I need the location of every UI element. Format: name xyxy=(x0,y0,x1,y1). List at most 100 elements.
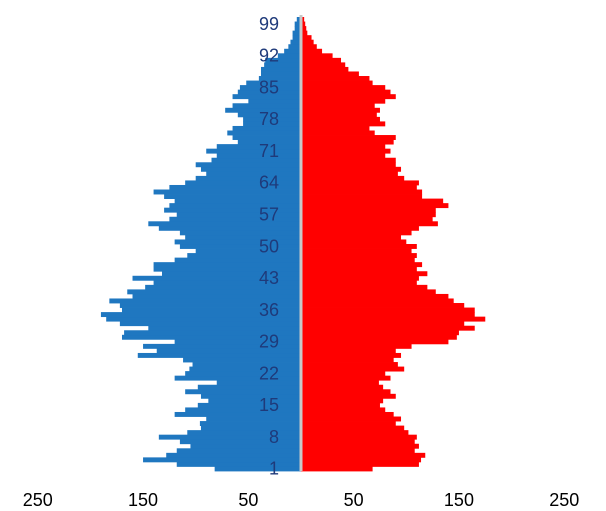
bar-right-age-88 xyxy=(301,71,359,77)
bar-left-age-57 xyxy=(176,212,301,218)
bar-right-age-47 xyxy=(301,257,415,263)
bar-right-age-81 xyxy=(301,103,375,109)
bar-right-age-24 xyxy=(301,362,398,367)
bar-right-age-10 xyxy=(301,425,405,431)
bar-right-age-12 xyxy=(301,416,402,422)
bar-right-age-80 xyxy=(301,107,380,113)
bar-left-age-39 xyxy=(132,293,301,299)
bar-right-age-33 xyxy=(301,321,465,327)
age-tick-label: 71 xyxy=(259,141,279,161)
bar-left-age-18 xyxy=(185,389,301,395)
bar-left-age-67 xyxy=(200,166,301,172)
bar-right-age-83 xyxy=(301,94,396,100)
bar-right-age-64 xyxy=(301,180,419,186)
bar-right-age-84 xyxy=(301,89,391,95)
bar-left-age-72 xyxy=(216,144,301,150)
bar-left-age-65 xyxy=(195,175,301,181)
age-tick-label: 1 xyxy=(269,459,279,479)
bar-right-age-50 xyxy=(301,244,417,249)
bar-right-age-86 xyxy=(301,80,373,86)
x-tick-label: 250 xyxy=(549,490,579,510)
bar-right-age-59 xyxy=(301,203,449,209)
center-axis-line xyxy=(299,15,303,471)
bar-right-age-46 xyxy=(301,262,423,268)
bar-left-age-3 xyxy=(143,457,301,463)
bar-left-age-62 xyxy=(153,189,301,195)
bar-left-age-92 xyxy=(277,53,301,59)
bar-right-age-20 xyxy=(301,380,379,386)
bar-right-age-44 xyxy=(301,271,428,277)
bar-right-age-93 xyxy=(301,48,323,54)
bar-left-age-31 xyxy=(124,330,301,336)
bar-left-age-33 xyxy=(119,321,301,327)
bar-right-age-77 xyxy=(301,121,386,127)
bar-right-age-92 xyxy=(301,53,333,59)
bar-left-age-5 xyxy=(176,448,301,454)
bar-right-age-27 xyxy=(301,348,396,354)
bar-right-age-49 xyxy=(301,248,412,254)
bar-right-age-43 xyxy=(301,275,419,281)
bar-left-age-38 xyxy=(109,298,301,304)
bar-right-age-65 xyxy=(301,175,405,181)
bar-right-age-22 xyxy=(301,371,386,377)
age-tick-labels: 1 8 15 22 29 36 43 50 57 64 71 78 85 92 99 xyxy=(259,14,279,479)
bar-right-age-100 xyxy=(301,17,305,22)
bar-left-age-20 xyxy=(216,380,301,386)
bar-right-age-5 xyxy=(301,448,415,454)
bar-left-age-7 xyxy=(179,439,301,445)
bar-right-age-94 xyxy=(301,44,317,50)
bar-left-age-2 xyxy=(176,461,301,467)
bar-left-age-10 xyxy=(200,425,301,431)
bar-right-age-51 xyxy=(301,239,407,245)
bar-right-age-76 xyxy=(301,125,370,131)
bar-right-age-23 xyxy=(301,366,405,372)
bar-left-age-61 xyxy=(164,194,301,199)
bar-left-age-66 xyxy=(206,171,301,177)
x-tick-labels: 250 150 50 50 150 250 xyxy=(23,490,580,510)
bar-left-age-43 xyxy=(132,275,301,281)
bar-left-age-93 xyxy=(284,48,301,54)
bar-right-age-67 xyxy=(301,166,402,172)
age-tick-label: 15 xyxy=(259,395,279,415)
bar-left-age-23 xyxy=(189,366,301,372)
age-tick-label: 78 xyxy=(259,109,279,129)
bar-right-age-30 xyxy=(301,334,457,340)
bar-right-age-45 xyxy=(301,266,417,272)
bar-left-age-19 xyxy=(197,384,301,390)
bar-left-age-34 xyxy=(106,316,301,322)
bar-left-age-74 xyxy=(232,135,301,140)
bar-left-age-91 xyxy=(265,57,301,63)
bar-left-age-56 xyxy=(169,216,302,222)
bar-right-age-18 xyxy=(301,389,391,395)
bar-left-age-32 xyxy=(148,325,301,331)
bar-left-age-4 xyxy=(166,452,301,458)
bar-left-age-59 xyxy=(169,203,302,209)
bar-right-age-42 xyxy=(301,280,417,286)
bar-left-age-11 xyxy=(199,421,301,426)
bar-right-age-9 xyxy=(301,430,409,436)
bar-right-age-25 xyxy=(301,357,394,363)
bar-left-age-63 xyxy=(169,184,302,190)
x-tick-label: 50 xyxy=(238,490,258,510)
bar-left-age-96 xyxy=(292,35,301,41)
bar-left-age-21 xyxy=(174,375,301,381)
bar-left-age-98 xyxy=(294,26,301,32)
bar-right-age-28 xyxy=(301,343,412,349)
bar-right-age-26 xyxy=(301,352,402,358)
bar-left-age-64 xyxy=(185,180,301,186)
bar-left-age-47 xyxy=(174,257,301,263)
bar-left-age-16 xyxy=(208,398,301,404)
bar-left-age-80 xyxy=(225,107,301,113)
bar-left-age-44 xyxy=(162,271,301,277)
bar-left-age-15 xyxy=(197,402,301,408)
age-tick-label: 50 xyxy=(259,236,279,256)
bar-left-age-50 xyxy=(179,244,301,249)
age-tick-label: 22 xyxy=(259,363,279,383)
bar-left-age-89 xyxy=(260,66,301,72)
bar-right-age-66 xyxy=(301,171,398,177)
bar-left-age-79 xyxy=(237,112,301,118)
bar-left-age-41 xyxy=(145,284,301,290)
bar-right-age-11 xyxy=(301,421,396,426)
bar-right-age-98 xyxy=(301,26,307,32)
